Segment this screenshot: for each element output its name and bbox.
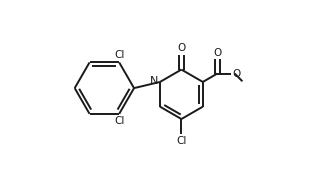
Text: O: O xyxy=(177,43,186,53)
Text: O: O xyxy=(232,69,240,78)
Text: Cl: Cl xyxy=(176,136,187,146)
Text: Cl: Cl xyxy=(115,116,125,126)
Text: O: O xyxy=(213,48,221,58)
Text: N: N xyxy=(150,76,158,86)
Text: Cl: Cl xyxy=(115,50,125,60)
